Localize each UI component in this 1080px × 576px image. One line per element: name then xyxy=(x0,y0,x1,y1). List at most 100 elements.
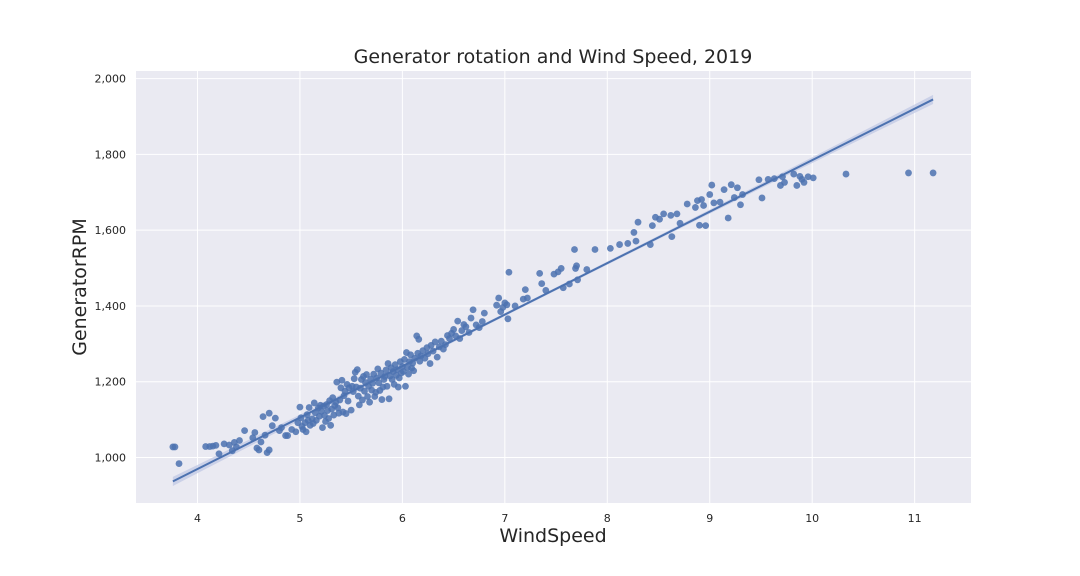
data-point xyxy=(696,221,703,229)
data-point xyxy=(673,210,681,218)
data-point xyxy=(450,326,458,333)
data-point xyxy=(236,437,243,444)
data-point xyxy=(327,421,335,429)
y-tick-label: 1,600 xyxy=(95,224,127,237)
data-point xyxy=(251,429,259,436)
data-point xyxy=(716,198,724,206)
data-point xyxy=(698,196,705,203)
data-point xyxy=(405,370,412,378)
scatter-points xyxy=(169,169,937,467)
data-point xyxy=(538,280,546,287)
data-point xyxy=(265,446,273,454)
data-point xyxy=(255,446,263,454)
data-point xyxy=(842,170,850,178)
data-point xyxy=(361,387,368,395)
data-point xyxy=(758,194,766,202)
data-point xyxy=(355,401,363,409)
data-point xyxy=(302,428,310,436)
x-tick-label: 4 xyxy=(194,512,201,525)
data-point xyxy=(416,357,424,365)
data-point xyxy=(793,182,801,189)
data-point xyxy=(630,229,638,236)
data-point xyxy=(720,186,728,194)
data-point xyxy=(683,200,691,208)
data-point xyxy=(215,450,223,458)
data-point xyxy=(702,222,710,230)
data-point xyxy=(724,214,732,222)
data-point xyxy=(330,411,338,419)
y-tick-label: 1,800 xyxy=(95,148,127,161)
y-tick-label: 1,000 xyxy=(95,452,127,465)
x-tick-label: 7 xyxy=(501,512,508,525)
data-point xyxy=(710,199,718,207)
x-axis-label: WindSpeed xyxy=(499,525,606,547)
data-point xyxy=(504,315,512,323)
data-point xyxy=(344,397,352,405)
data-point xyxy=(495,294,503,302)
data-point xyxy=(268,422,276,430)
data-point xyxy=(573,262,580,270)
data-point xyxy=(364,393,371,400)
data-point xyxy=(366,398,373,406)
x-tick-label: 8 xyxy=(604,512,611,525)
data-point xyxy=(426,360,434,367)
y-tick-label: 1,400 xyxy=(95,300,127,313)
x-tick-label: 10 xyxy=(805,512,819,525)
data-point xyxy=(454,317,462,325)
data-point xyxy=(394,383,402,391)
data-point xyxy=(800,179,808,186)
data-point xyxy=(375,379,383,387)
data-point xyxy=(691,204,699,211)
data-point xyxy=(727,181,735,189)
data-point xyxy=(503,301,511,309)
y-axis-label: GeneratorRPM xyxy=(69,218,91,356)
data-point xyxy=(656,215,663,223)
data-point xyxy=(305,404,313,411)
data-point xyxy=(401,355,408,363)
data-point xyxy=(446,335,453,342)
data-point xyxy=(325,415,333,422)
data-point xyxy=(175,460,183,467)
data-point xyxy=(220,440,228,448)
data-point xyxy=(648,222,656,230)
data-point xyxy=(342,410,350,417)
data-point xyxy=(257,438,265,446)
data-point xyxy=(212,442,220,449)
data-point xyxy=(493,301,501,309)
y-tick-label: 2,000 xyxy=(95,73,127,86)
data-point xyxy=(804,173,812,181)
data-point xyxy=(634,218,642,226)
data-point xyxy=(708,181,716,189)
data-point xyxy=(737,201,744,209)
data-point xyxy=(241,427,249,435)
data-point xyxy=(171,443,179,451)
data-point xyxy=(790,170,798,178)
data-point xyxy=(271,414,279,422)
data-point xyxy=(462,323,470,331)
x-tick-labels: 4 5 6 7 8 9 10 11 xyxy=(194,512,922,525)
data-point xyxy=(378,396,386,403)
data-point xyxy=(385,395,393,403)
x-tick-label: 9 xyxy=(706,512,713,525)
data-point xyxy=(363,371,370,378)
data-point xyxy=(467,314,475,322)
data-point xyxy=(296,403,304,411)
data-point xyxy=(809,174,817,182)
data-point xyxy=(338,376,346,384)
data-point xyxy=(433,353,441,361)
data-point xyxy=(660,210,668,218)
data-point xyxy=(632,237,640,245)
data-point xyxy=(668,233,676,241)
data-point xyxy=(700,202,707,209)
data-point xyxy=(415,335,423,343)
data-point xyxy=(310,399,318,407)
chart-title: Generator rotation and Wind Speed, 2019 xyxy=(354,46,753,68)
data-point xyxy=(929,169,937,177)
data-point xyxy=(265,409,273,417)
data-point xyxy=(284,432,292,439)
y-tick-labels: 1,000 1,200 1,400 1,600 1,800 2,000 xyxy=(95,73,127,465)
data-point xyxy=(382,366,390,374)
x-tick-label: 6 xyxy=(399,512,406,525)
data-point xyxy=(606,244,614,252)
data-point xyxy=(905,169,912,177)
